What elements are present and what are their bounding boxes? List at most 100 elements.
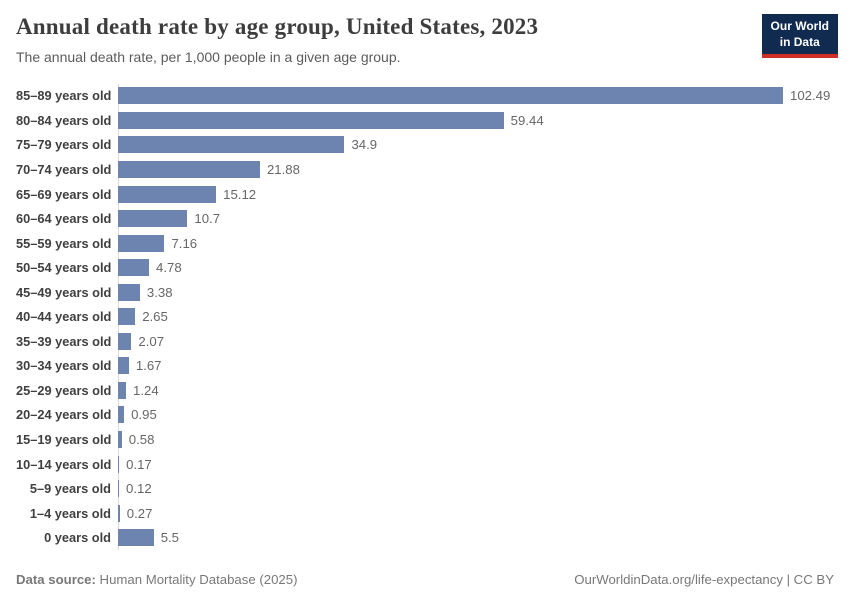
category-label: 0 years old	[44, 530, 111, 546]
bar-area: 21.88	[118, 157, 850, 182]
bar[interactable]	[118, 283, 140, 301]
bar-area: 1.24	[118, 378, 850, 403]
bar-row: 60–64 years old 10.7	[16, 206, 850, 231]
category-label: 45–49 years old	[16, 284, 112, 300]
bar-area: 1.67	[118, 353, 850, 379]
value-label: 0.17	[126, 456, 152, 472]
bar-area: 2.65	[118, 304, 850, 330]
owid-logo-line1: Our World	[770, 19, 829, 33]
bar[interactable]	[118, 185, 217, 203]
bar[interactable]	[118, 480, 119, 498]
data-source-label: Data source:	[16, 572, 96, 587]
category-label: 10–14 years old	[16, 456, 112, 472]
chart-rows: 85–89 years old 102.49 80–84 years old 5…	[16, 83, 850, 550]
bar-row: 20–24 years old 0.95	[16, 402, 850, 428]
bar[interactable]	[118, 381, 127, 399]
bar[interactable]	[118, 111, 504, 129]
category-label: 65–69 years old	[16, 186, 112, 202]
data-source-value: Human Mortality Database (2025)	[95, 572, 298, 587]
value-label: 7.16	[171, 235, 198, 251]
bar-row: 5–9 years old 0.12	[16, 476, 850, 501]
bar-row: 75–79 years old 34.9	[16, 132, 850, 158]
credit-link[interactable]: OurWorldinData.org/life-expectancy | CC …	[574, 572, 834, 587]
bar-area: 4.78	[118, 255, 850, 280]
bar-row: 80–84 years old 59.44	[16, 108, 850, 133]
value-label: 34.9	[351, 137, 378, 153]
bar[interactable]	[118, 259, 149, 277]
bar-row: 45–49 years old 3.38	[16, 279, 850, 305]
value-label: 102.49	[790, 88, 831, 104]
data-source: Data source: Human Mortality Database (2…	[16, 572, 297, 587]
value-label: 4.78	[156, 260, 182, 276]
category-label: 25–29 years old	[16, 382, 112, 398]
value-label: 1.67	[135, 358, 162, 374]
category-label: 70–74 years old	[16, 162, 112, 177]
bar-area: 59.44	[118, 108, 850, 133]
category-label: 1–4 years old	[29, 505, 111, 521]
bar-row: 15–19 years old 0.58	[16, 427, 850, 452]
bar-area: 0.95	[118, 402, 850, 428]
bar-area: 3.38	[118, 279, 850, 305]
bar-area: 0.17	[118, 451, 850, 477]
bar-row: 25–29 years old 1.24	[16, 378, 850, 403]
bar-chart: 85–89 years old 102.49 80–84 years old 5…	[0, 83, 850, 550]
bar-area: 0.58	[118, 427, 850, 452]
value-label: 0.95	[131, 407, 157, 423]
bar-row: 40–44 years old 2.65	[16, 304, 850, 330]
category-label: 75–79 years old	[16, 137, 112, 153]
bar[interactable]	[118, 87, 783, 105]
chart-footer: Data source: Human Mortality Database (2…	[16, 572, 834, 587]
category-label: 85–89 years old	[16, 88, 112, 104]
value-label: 0.58	[128, 432, 155, 448]
value-label: 2.07	[138, 333, 165, 349]
page-subtitle: The annual death rate, per 1,000 people …	[16, 48, 401, 65]
bar[interactable]	[118, 431, 122, 449]
bar[interactable]	[118, 455, 120, 473]
category-label: 20–24 years old	[16, 407, 112, 423]
value-label: 59.44	[510, 112, 544, 128]
category-label: 55–59 years old	[16, 235, 112, 251]
bar-area: 5.5	[118, 525, 850, 550]
bar-row: 85–89 years old 102.49	[16, 83, 850, 109]
value-label: 0.12	[126, 481, 152, 497]
category-label: 5–9 years old	[29, 481, 111, 497]
bar[interactable]	[118, 234, 165, 252]
bar-area: 15.12	[118, 181, 850, 207]
value-label: 1.24	[133, 382, 159, 398]
bar-area: 2.07	[118, 329, 850, 354]
bar[interactable]	[118, 161, 260, 178]
bar-area: 0.12	[118, 476, 850, 501]
value-label: 0.27	[126, 505, 153, 521]
bar-area: 10.7	[118, 206, 850, 231]
bar-row: 0 years old 5.5	[16, 525, 850, 550]
bar[interactable]	[118, 136, 345, 154]
bar-area: 0.27	[118, 500, 850, 526]
bar[interactable]	[118, 406, 125, 424]
bar-row: 1–4 years old 0.27	[16, 500, 850, 526]
bar[interactable]	[118, 308, 136, 326]
bar[interactable]	[118, 210, 188, 228]
bar[interactable]	[118, 529, 154, 547]
bar-row: 35–39 years old 2.07	[16, 329, 850, 354]
owid-logo-line2: in Data	[779, 34, 820, 49]
value-label: 5.5	[160, 530, 180, 546]
bar-area: 34.9	[118, 132, 850, 158]
owid-logo[interactable]: Our World in Data	[761, 14, 838, 59]
bar-area: 102.49	[118, 83, 850, 109]
bar-row: 10–14 years old 0.17	[16, 451, 850, 477]
bar[interactable]	[118, 332, 132, 350]
value-label: 2.65	[142, 309, 168, 325]
bar-row: 55–59 years old 7.16	[16, 230, 850, 256]
category-label: 40–44 years old	[16, 309, 112, 325]
chart-header: Annual death rate by age group, United S…	[0, 0, 850, 65]
page-title: Annual death rate by age group, United S…	[16, 14, 539, 39]
bar-row: 50–54 years old 4.78	[16, 255, 850, 280]
category-label: 30–34 years old	[16, 358, 112, 374]
bar[interactable]	[118, 357, 129, 375]
category-label: 15–19 years old	[16, 432, 112, 448]
bar[interactable]	[118, 504, 120, 522]
category-label: 50–54 years old	[16, 260, 112, 276]
category-label: 60–64 years old	[16, 211, 112, 227]
bar-row: 70–74 years old 21.88	[16, 157, 850, 182]
